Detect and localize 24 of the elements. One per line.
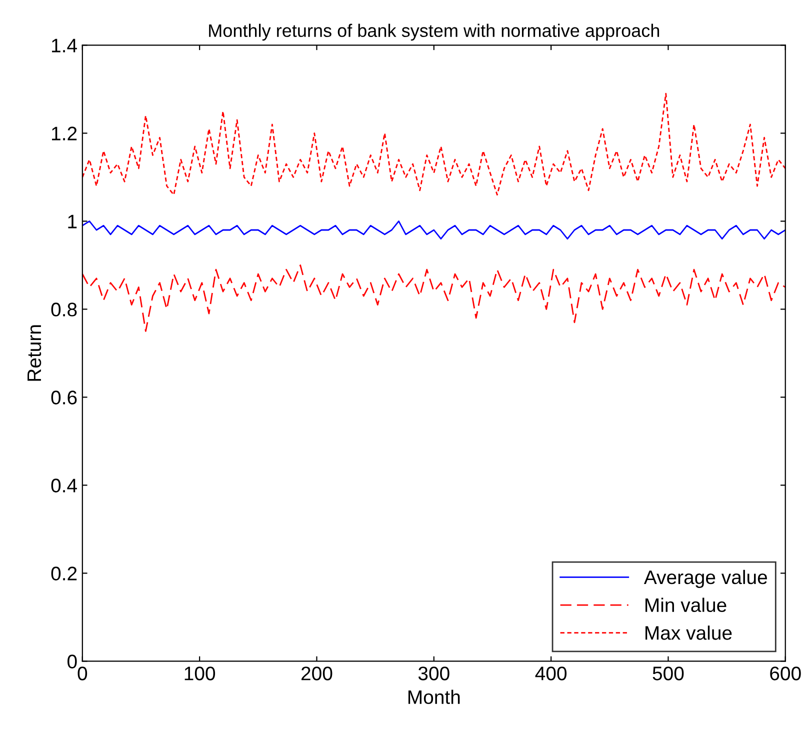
y-tick-label: 1.4 bbox=[52, 38, 77, 52]
y-tick-label: 1.2 bbox=[52, 126, 77, 140]
y-tick-label: 1 bbox=[68, 214, 77, 228]
x-tick-label: 200 bbox=[301, 666, 332, 680]
y-tick-label: 0.8 bbox=[51, 302, 77, 316]
chart-title: Monthly returns of bank system with normative approach bbox=[209, 24, 660, 41]
line-series bbox=[82, 264, 786, 332]
y-tick-label: 0.2 bbox=[51, 566, 77, 580]
y-tick-label: 0.6 bbox=[51, 390, 77, 404]
legend-label: Min value bbox=[646, 598, 726, 612]
x-tick-label: 300 bbox=[418, 666, 450, 680]
legend-label: Average value bbox=[644, 570, 768, 588]
y-tick-label: 0.4 bbox=[51, 478, 77, 492]
y-tick-label: 0 bbox=[68, 654, 77, 668]
legend-label: Max value bbox=[646, 626, 732, 640]
line-series bbox=[82, 92, 786, 196]
y-axis-title: Return bbox=[28, 325, 42, 381]
x-axis-title: Month bbox=[408, 690, 460, 704]
x-tick-label: 600 bbox=[770, 666, 801, 680]
line-series bbox=[82, 220, 786, 240]
x-tick-label: 0 bbox=[78, 666, 88, 680]
x-tick-label: 500 bbox=[652, 666, 684, 680]
x-tick-label: 400 bbox=[535, 666, 567, 680]
x-tick-label: 100 bbox=[184, 666, 216, 680]
